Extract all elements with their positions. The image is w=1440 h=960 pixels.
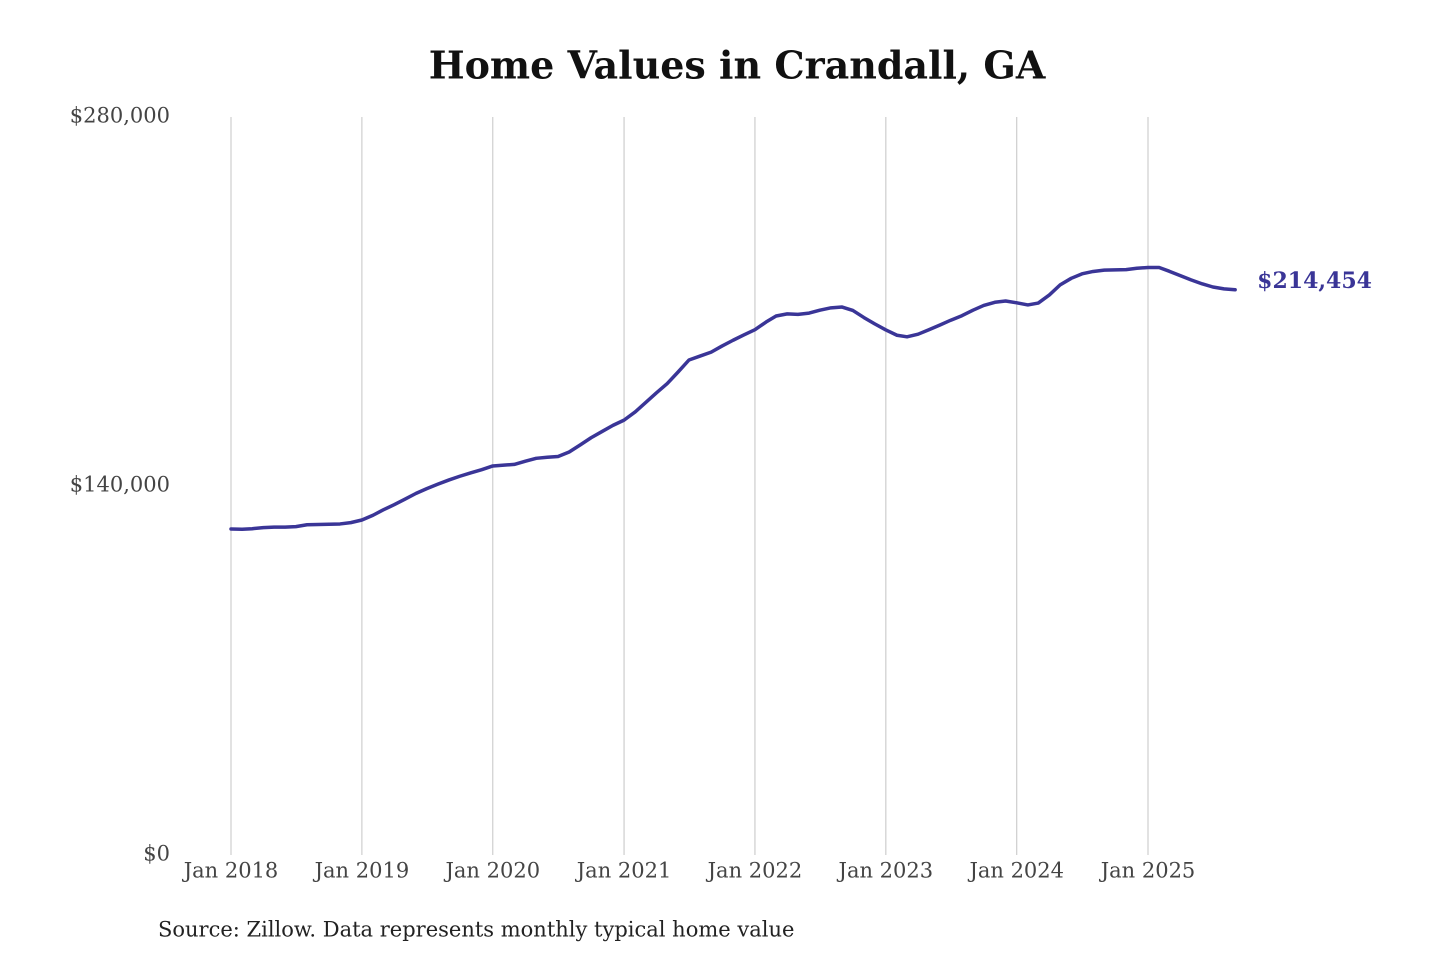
- end-value-label: $214,454: [1257, 268, 1372, 294]
- x-tick-label: Jan 2020: [443, 859, 540, 883]
- x-tick-label: Jan 2018: [182, 859, 279, 883]
- x-tick-label: Jan 2021: [575, 859, 672, 883]
- x-tick-label: Jan 2023: [837, 859, 934, 883]
- y-tick-label: $140,000: [70, 473, 170, 497]
- chart-title: Home Values in Crandall, GA: [429, 43, 1046, 88]
- y-tick-label: $0: [143, 842, 170, 866]
- x-tick-label: Jan 2022: [706, 859, 803, 883]
- x-tick-label: Jan 2024: [967, 859, 1064, 883]
- x-tick-label: Jan 2025: [1099, 859, 1196, 883]
- data-line: [229, 265, 1237, 531]
- y-tick-label: $280,000: [70, 104, 170, 128]
- source-note: Source: Zillow. Data represents monthly …: [158, 918, 794, 942]
- x-tick-label: Jan 2019: [313, 859, 410, 883]
